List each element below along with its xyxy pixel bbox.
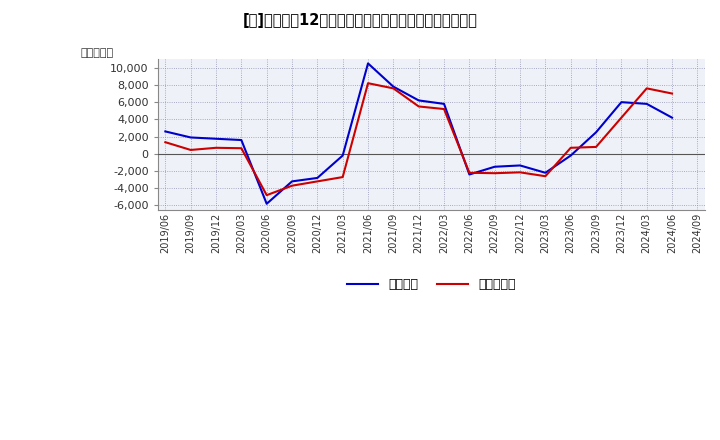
当期純利益: [415, 104, 423, 109]
経常利益: [186, 135, 195, 140]
当期純利益: [490, 171, 499, 176]
当期純利益: [186, 147, 195, 153]
経常利益: [364, 61, 372, 66]
Legend: 経常利益, 当期純利益: 経常利益, 当期純利益: [342, 273, 521, 296]
経常利益: [667, 115, 676, 120]
当期純利益: [212, 145, 220, 150]
経常利益: [288, 179, 297, 184]
経常利益: [465, 172, 474, 177]
当期純利益: [465, 170, 474, 176]
当期純利益: [592, 144, 600, 150]
経常利益: [617, 99, 626, 105]
当期純利益: [161, 139, 170, 145]
Y-axis label: （百万円）: （百万円）: [81, 48, 114, 58]
経常利益: [212, 136, 220, 141]
当期純利益: [338, 174, 347, 180]
経常利益: [541, 170, 549, 176]
当期純利益: [567, 145, 575, 150]
経常利益: [237, 137, 246, 143]
経常利益: [338, 153, 347, 158]
当期純利益: [642, 86, 651, 91]
当期純利益: [262, 193, 271, 198]
当期純利益: [237, 146, 246, 151]
当期純利益: [288, 183, 297, 188]
当期純利益: [313, 179, 322, 184]
経常利益: [389, 84, 397, 89]
Line: 経常利益: 経常利益: [166, 63, 672, 204]
経常利益: [567, 153, 575, 158]
当期純利益: [440, 106, 449, 112]
経常利益: [161, 129, 170, 134]
当期純利益: [364, 81, 372, 86]
Text: [牐]　利益の12か月移動合計の対前年同期増減額の推移: [牐] 利益の12か月移動合計の対前年同期増減額の推移: [243, 13, 477, 28]
当期純利益: [541, 173, 549, 179]
経常利益: [516, 163, 524, 168]
経常利益: [415, 98, 423, 103]
経常利益: [592, 130, 600, 135]
当期純利益: [389, 86, 397, 91]
当期純利益: [667, 91, 676, 96]
Line: 当期純利益: 当期純利益: [166, 83, 672, 195]
当期純利益: [516, 170, 524, 175]
経常利益: [440, 101, 449, 106]
経常利益: [642, 101, 651, 106]
経常利益: [490, 164, 499, 169]
経常利益: [313, 175, 322, 180]
経常利益: [262, 201, 271, 206]
当期純利益: [617, 115, 626, 120]
